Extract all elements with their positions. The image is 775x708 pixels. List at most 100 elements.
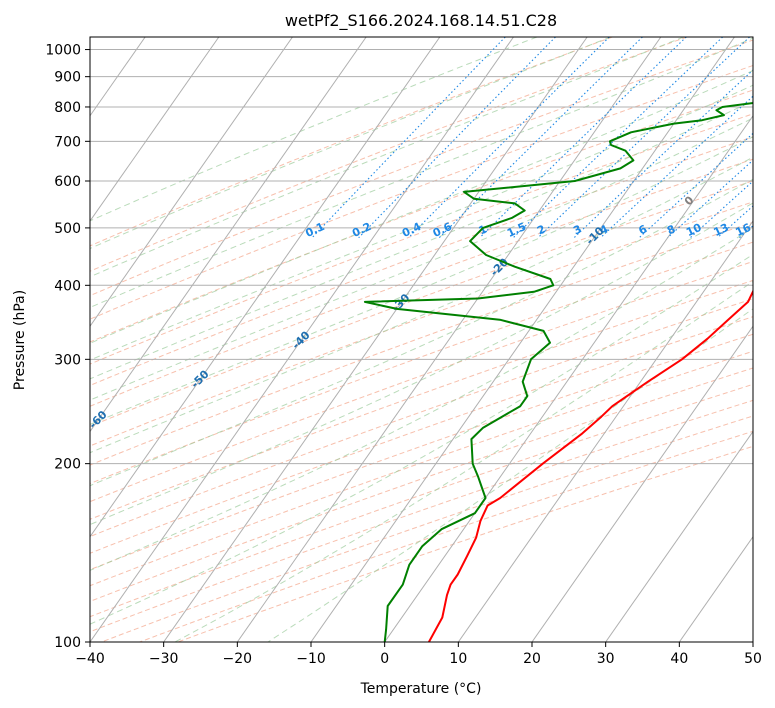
- isotherm: [384, 114, 753, 642]
- mixing-ratio-label: 10: [684, 221, 704, 239]
- dry-adiabat: [90, 64, 753, 320]
- temperature-profile-line: [428, 289, 753, 642]
- plot-frame: [89, 36, 754, 643]
- mixing-ratio-label: 6: [637, 222, 650, 237]
- moist-adiabat: [90, 227, 753, 571]
- x-tick-label: 0: [380, 651, 389, 667]
- isotherm: [90, 37, 514, 642]
- y-tick-label: 300: [54, 352, 81, 368]
- x-tick-label: −40: [75, 651, 105, 667]
- dry-adiabat: [90, 201, 753, 447]
- mixing-ratio-line: [512, 37, 724, 239]
- dry-adiabat: [90, 89, 753, 343]
- isotherm: [752, 641, 753, 642]
- isotherm: [605, 430, 753, 642]
- isotherm: [457, 220, 753, 642]
- dry-adiabat: [90, 399, 753, 633]
- plot-area: 0.10.20.40.611.52346810131620253036-100-…: [0, 37, 775, 642]
- mixing-ratio-label: 0.4: [400, 220, 423, 240]
- dry-adiabat: [90, 37, 613, 247]
- dry-adiabat: [90, 383, 753, 618]
- mixing-ratio-line: [717, 205, 753, 239]
- dry-adiabat: [90, 136, 753, 387]
- y-axis: 100 200 300 400 500 600 700 800 900 1000: [45, 43, 90, 651]
- moist-adiabat: [90, 70, 753, 344]
- dry-adiabat: [90, 37, 688, 272]
- moist-adiabat: [90, 156, 753, 454]
- mixing-ratio-label: 13: [711, 221, 730, 239]
- moist-adiabat: [90, 84, 753, 361]
- x-tick-label: 20: [523, 651, 541, 667]
- moist-adiabat: [90, 253, 753, 625]
- dry-adiabat: [90, 298, 753, 538]
- y-tick-label: 800: [54, 100, 81, 116]
- mixing-ratio-label: 0.1: [303, 220, 326, 240]
- isotherm: [90, 37, 367, 433]
- x-axis: −40 −30 −20 −10 0 10 20 30 40 50: [75, 642, 762, 667]
- isotherm: [0, 37, 72, 642]
- y-tick-label: 900: [54, 70, 81, 86]
- dry-adiabat: [177, 445, 753, 642]
- mixing-ratio-line: [667, 159, 753, 239]
- y-tick-label: 100: [54, 635, 81, 651]
- chart-title: wetPf2_S166.2024.168.14.51.C28: [285, 11, 557, 31]
- isotherm: [90, 37, 220, 222]
- mixing-ratio-line: [638, 132, 753, 239]
- y-tick-label: 700: [54, 134, 81, 150]
- dry-adiabat: [90, 113, 753, 365]
- moist-adiabat: [90, 178, 753, 487]
- dry-adiabat: [101, 415, 753, 642]
- x-tick-label: 30: [597, 651, 615, 667]
- dry-adiabat: [90, 241, 753, 485]
- y-tick-label: 1000: [45, 43, 81, 59]
- isotherm: [163, 37, 588, 642]
- x-tick-label: −30: [149, 651, 179, 667]
- isotherm-label: -40: [289, 328, 312, 351]
- x-tick-label: 50: [744, 651, 762, 667]
- mixing-ratio-label: 1.5: [505, 220, 528, 240]
- mixing-ratio-line: [311, 37, 506, 239]
- isotherm: [90, 37, 441, 538]
- mixing-ratio-label: 0.2: [350, 220, 373, 240]
- dry-adiabat: [90, 367, 753, 602]
- moist-adiabat: [90, 202, 753, 526]
- moist-adiabat: [174, 280, 753, 642]
- mixing-ratio-label: 20: [758, 221, 775, 239]
- y-tick-label: 200: [54, 457, 81, 473]
- dewpoint-profile-line: [363, 101, 753, 642]
- dry-adiabat: [90, 260, 753, 503]
- x-axis-title: Temperature (°C): [360, 681, 482, 697]
- y-tick-label: 600: [54, 174, 81, 190]
- isotherm: [90, 37, 293, 328]
- mixing-ratio-line: [358, 37, 556, 239]
- x-tick-label: −10: [296, 651, 326, 667]
- y-tick-label: 500: [54, 221, 81, 237]
- mixing-ratio-line: [764, 37, 775, 238]
- isotherm: [531, 325, 753, 642]
- dry-adiabat: [90, 180, 753, 427]
- mixing-ratio-label: 16: [734, 221, 754, 239]
- x-tick-label: 10: [449, 651, 467, 667]
- dry-adiabat: [90, 39, 753, 297]
- isotherm: [310, 37, 735, 642]
- mixing-ratio-line: [600, 95, 753, 239]
- mixing-ratio-line: [739, 225, 753, 239]
- dry-adiabat: [90, 333, 753, 571]
- mixing-ratio-label: 0.6: [431, 220, 454, 240]
- y-axis-title: Pressure (hPa): [12, 290, 28, 390]
- moist-adiabat: [90, 100, 753, 380]
- moist-adiabat: [90, 117, 753, 401]
- x-tick-label: −20: [223, 651, 253, 667]
- y-tick-label: 400: [54, 278, 81, 294]
- dry-adiabat: [90, 350, 753, 587]
- mixing-ratio-line: [479, 37, 687, 239]
- moist-adiabat: [90, 37, 684, 278]
- dry-adiabat: [90, 316, 753, 554]
- moist-adiabat: [90, 37, 538, 222]
- dry-adiabat: [90, 279, 753, 520]
- x-tick-label: 40: [670, 651, 688, 667]
- isotherm: [236, 37, 662, 642]
- mixing-ratio-line: [408, 37, 610, 239]
- dry-adiabat: [90, 221, 753, 466]
- mixing-ratio-line: [537, 37, 750, 239]
